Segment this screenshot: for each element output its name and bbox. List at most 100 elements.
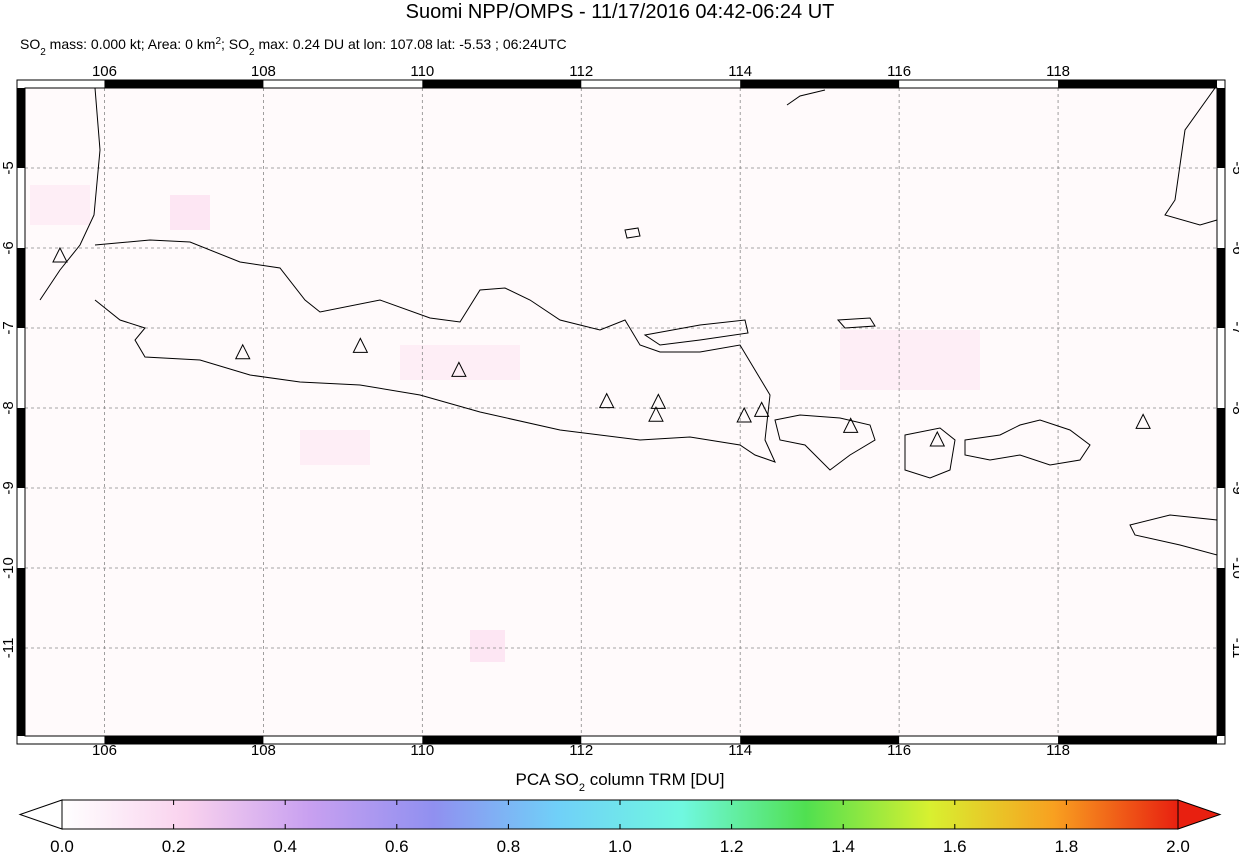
x-tick-label: 112 xyxy=(569,63,593,80)
colorbar: 0.0 0.2 0.4 0.6 0.8 1.0 1.2 1.4 1.6 1.8 2.0 xyxy=(18,799,1222,855)
colorbar-label-part: column TRM [DU] xyxy=(585,770,725,789)
volcano xyxy=(451,361,467,377)
x-tick-label: 106 xyxy=(92,742,117,759)
colorbar-under xyxy=(18,799,63,830)
frame-strip xyxy=(1058,80,1217,88)
so2-pixel xyxy=(470,630,505,662)
subtitle-part: SO xyxy=(20,36,40,52)
x-tick-label: 118 xyxy=(1046,63,1070,80)
volcano xyxy=(234,343,251,360)
colorbar-tick-label: 1.2 xyxy=(720,837,744,855)
colorbar-label-part: PCA SO xyxy=(516,770,579,789)
volcano xyxy=(648,406,664,422)
y-tick-label: -11 xyxy=(1229,638,1239,659)
y-tick-label: -8 xyxy=(0,401,17,414)
volcanoes xyxy=(52,246,1151,447)
subtitle-part: 2 xyxy=(249,47,255,58)
map-background xyxy=(25,88,1217,736)
so2-field xyxy=(30,185,980,662)
frame-strip xyxy=(422,80,582,88)
subtitle-part: 2 xyxy=(215,36,221,47)
colorbar-tick-label: 0.4 xyxy=(273,837,297,855)
y-tick-label: -9 xyxy=(0,481,17,494)
colorbar-tick-label: 1.0 xyxy=(608,837,632,855)
grid xyxy=(25,88,1217,736)
frame-strip xyxy=(1058,736,1217,744)
coastlines xyxy=(39,87,1218,556)
colorbar-tick-label: 0.6 xyxy=(385,837,409,855)
coastline xyxy=(774,414,876,471)
volcano xyxy=(352,337,369,353)
x-tick-label: 116 xyxy=(887,63,911,80)
coastline xyxy=(1164,87,1218,226)
x-tick-label: 108 xyxy=(251,63,276,80)
colorbar-tick-label: 1.6 xyxy=(943,837,967,855)
so2-pixel xyxy=(170,195,210,230)
subtitle-part: ; SO xyxy=(221,36,249,52)
volcano xyxy=(753,401,770,417)
coastline xyxy=(39,87,101,301)
coastline xyxy=(624,227,641,239)
volcano xyxy=(650,393,667,409)
volcano xyxy=(929,430,946,447)
colorbar-tick-label: 0.2 xyxy=(162,837,186,855)
subtitle-part: max: 0.24 DU at lon: 107.08 lat: -5.53 ;… xyxy=(255,36,567,52)
subtitle-part: 2 xyxy=(40,47,46,58)
x-tick-label: 114 xyxy=(728,742,752,759)
frame-strip xyxy=(17,648,25,736)
colorbar-over xyxy=(1177,799,1222,830)
x-tick-label: 112 xyxy=(569,742,593,759)
coastline xyxy=(786,89,826,106)
frame-strip xyxy=(104,736,264,744)
frame-strip xyxy=(17,408,25,488)
coastline xyxy=(94,239,776,463)
so2-pixel xyxy=(300,430,370,465)
so2-pixel xyxy=(400,345,520,380)
y-tick-label: -6 xyxy=(0,241,17,254)
colorbar-label: PCA SO2 column TRM [DU] xyxy=(516,770,725,794)
frame-strip xyxy=(1217,248,1225,328)
coastline xyxy=(964,419,1091,466)
volcano xyxy=(1135,413,1151,429)
frame-strip xyxy=(17,88,25,168)
y-tick-label: -5 xyxy=(0,161,17,174)
y-tick-label: -9 xyxy=(1229,481,1239,494)
so2-pixel xyxy=(30,185,90,225)
x-tick-label: 106 xyxy=(92,63,117,80)
y-tick-label: -10 xyxy=(1229,557,1239,579)
map-border xyxy=(24,87,1218,737)
colorbar-tick-label: 0.0 xyxy=(50,837,74,855)
volcano xyxy=(598,392,615,409)
volcano xyxy=(736,406,752,423)
y-tick-label: -5 xyxy=(1229,161,1239,174)
map-frame: 106 106 108 108 110 110 112 112 114 114 116 116 118 1… xyxy=(0,63,1239,759)
frame-strip xyxy=(740,736,900,744)
x-tick-label: 110 xyxy=(410,63,434,80)
volcano xyxy=(52,246,68,263)
so2-pixel xyxy=(840,330,980,390)
y-tick-label: -10 xyxy=(0,557,17,579)
y-tick-label: -7 xyxy=(0,321,17,334)
x-tick-label: 110 xyxy=(410,742,434,759)
frame-strip xyxy=(740,80,900,88)
frame-strip xyxy=(1217,568,1225,648)
frame-strip xyxy=(1217,648,1225,736)
title: Suomi NPP/OMPS - 11/17/2016 04:42-06:24 … xyxy=(406,1,835,23)
colorbar-label-part: 2 xyxy=(579,782,585,794)
frame-strip xyxy=(1217,88,1225,168)
x-tick-label: 114 xyxy=(728,63,752,80)
coastline xyxy=(904,427,956,479)
volcano xyxy=(842,417,859,433)
frame-strip xyxy=(17,248,25,328)
map-outer-border xyxy=(16,79,1226,745)
y-tick-label: -7 xyxy=(1229,321,1239,334)
frame-strip xyxy=(1217,408,1225,488)
x-tick-label: 118 xyxy=(1046,742,1070,759)
colorbar-tick-label: 0.8 xyxy=(497,837,521,855)
coastline xyxy=(643,319,749,346)
colorbar-tick-label: 1.4 xyxy=(831,837,855,855)
y-tick-label: -11 xyxy=(0,638,17,659)
coastline xyxy=(836,317,876,329)
